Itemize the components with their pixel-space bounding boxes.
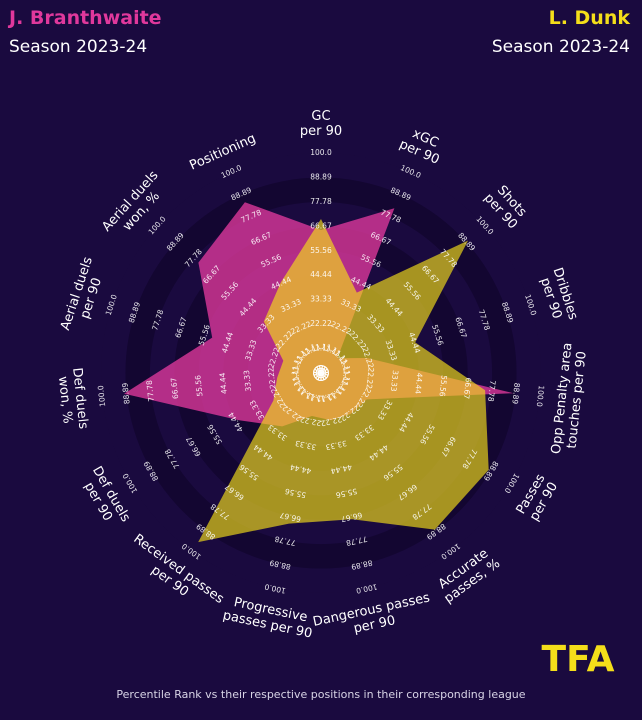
axis-label-line: won, % xyxy=(55,376,75,425)
series-polygon-player-b xyxy=(198,219,489,543)
tick-label: 88.89 xyxy=(350,558,373,571)
tick-label: 22.22 xyxy=(320,415,343,428)
tick-label: 11.11 xyxy=(291,364,302,387)
tick-label: 44.44 xyxy=(289,462,312,475)
tfa-logo-mark: TFA xyxy=(542,639,615,680)
tfa-logo-text: TFA xyxy=(542,639,615,676)
tick-label: 66.67 xyxy=(340,510,363,523)
tick-label: 11.11 xyxy=(315,391,338,404)
tick-label: 66.67 xyxy=(310,221,332,230)
tick-label: 55.56 xyxy=(193,374,204,397)
tick-label: 100.0 xyxy=(355,582,378,595)
tick-label: 0.00 xyxy=(312,367,330,379)
tick-label: 22.22 xyxy=(299,415,322,428)
tick-label: 88.89 xyxy=(510,382,521,405)
axis-label-line: per 90 xyxy=(300,124,342,139)
tick-label: 88.89 xyxy=(120,382,131,405)
tick-label: 77.78 xyxy=(274,534,297,547)
tick-label: 44.44 xyxy=(413,372,424,395)
tick-label: 100.0 xyxy=(535,385,546,408)
player-a-season: Season 2023-24 xyxy=(9,37,148,57)
tick-label: 33.33 xyxy=(310,295,332,304)
tfa-logo: TFA xyxy=(536,638,620,680)
tick-label: 22.22 xyxy=(364,367,375,390)
tick-label: 0.00 xyxy=(315,364,326,382)
player-b-season: Season 2023-24 xyxy=(491,37,630,57)
tick-label: 11.11 xyxy=(310,344,332,353)
tick-label: 22.22 xyxy=(310,319,332,328)
tick-label: 33.33 xyxy=(294,438,317,451)
tick-label: 0.00 xyxy=(316,364,327,382)
tick-label: 77.78 xyxy=(486,380,497,403)
tick-label: 55.56 xyxy=(438,375,449,398)
tick-label: 77.78 xyxy=(145,380,156,403)
tick-label: 0.00 xyxy=(313,368,330,377)
tick-label: 66.67 xyxy=(169,377,180,400)
tick-label: 22.22 xyxy=(266,367,277,390)
player-b-name: L. Dunk xyxy=(548,7,630,29)
footnote: Percentile Rank vs their respective posi… xyxy=(116,688,526,701)
tick-label: 100.0 xyxy=(310,148,332,157)
header-right: L. Dunk Season 2023-24 xyxy=(492,6,630,58)
tick-label: 77.78 xyxy=(345,534,368,547)
tick-label: 11.11 xyxy=(340,365,351,388)
tick-label: 44.44 xyxy=(310,270,332,279)
tick-label: 44.44 xyxy=(218,372,229,395)
tick-label: 66.67 xyxy=(462,377,473,400)
tick-label: 88.89 xyxy=(310,172,332,181)
axis-label-line: GC xyxy=(311,109,330,124)
radar-polygons xyxy=(124,202,514,543)
tick-label: 0.00 xyxy=(312,367,330,379)
tick-label: 88.89 xyxy=(268,558,291,571)
tick-label: 33.33 xyxy=(389,370,400,393)
tick-label: 55.56 xyxy=(310,246,332,255)
tick-label: 55.56 xyxy=(284,486,307,499)
tick-label: 33.33 xyxy=(242,369,253,392)
tick-label: 44.44 xyxy=(330,462,353,475)
tick-label: 77.78 xyxy=(310,197,332,206)
tick-label: 66.67 xyxy=(279,510,302,523)
player-a-name: J. Branthwaite xyxy=(9,7,162,29)
header-left: J. Branthwaite Season 2023-24 xyxy=(9,6,162,58)
axis-label-line: Def duels xyxy=(69,367,90,430)
tick-label: 11.11 xyxy=(304,391,327,404)
tick-label: 100.0 xyxy=(264,582,287,595)
tick-label: 33.33 xyxy=(325,439,348,452)
tick-label: 55.56 xyxy=(335,487,358,500)
tick-label: 100.0 xyxy=(96,385,107,408)
